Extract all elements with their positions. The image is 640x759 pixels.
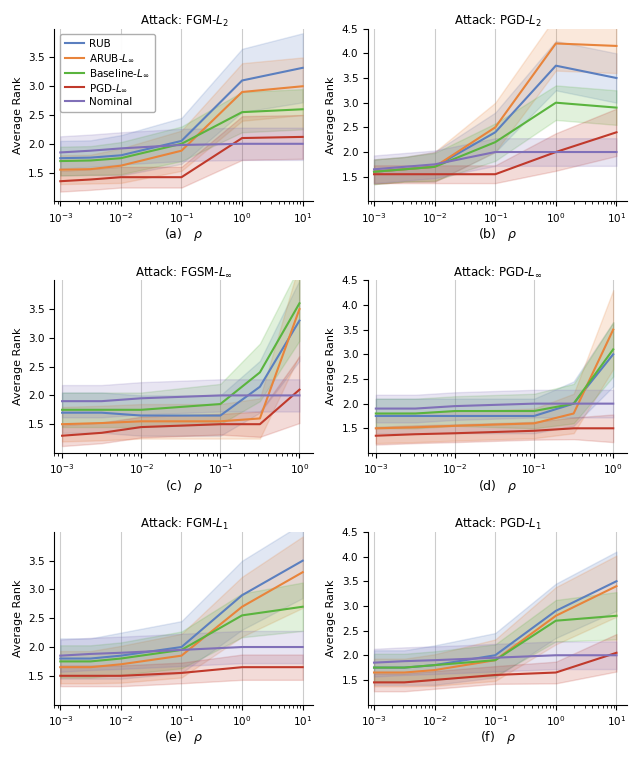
Nominal — [87, 146, 95, 156]
ARUB-$L_\infty$ — [299, 82, 307, 91]
Title: Attack: PGD-$L_\infty$: Attack: PGD-$L_\infty$ — [453, 265, 542, 279]
PGD-$L_\infty$ — [299, 132, 307, 141]
Legend: RUB, ARUB-$L_\infty$, Baseline-$L_\infty$, PGD-$L_\infty$, Nominal: RUB, ARUB-$L_\infty$, Baseline-$L_\infty… — [60, 34, 155, 112]
X-axis label: (d)   $\rho$: (d) $\rho$ — [478, 478, 517, 495]
PGD-$L_\infty$ — [238, 134, 246, 143]
ARUB-$L_\infty$ — [178, 146, 186, 156]
Baseline-$L_\infty$ — [299, 105, 307, 114]
Y-axis label: Average Rank: Average Rank — [326, 328, 336, 405]
Line: Baseline-$L_\infty$: Baseline-$L_\infty$ — [60, 109, 303, 161]
ARUB-$L_\infty$ — [238, 87, 246, 96]
PGD-$L_\infty$ — [56, 177, 64, 186]
ARUB-$L_\infty$ — [56, 165, 64, 175]
X-axis label: (b)   $\rho$: (b) $\rho$ — [478, 226, 517, 244]
PGD-$L_\infty$ — [87, 175, 95, 184]
Baseline-$L_\infty$ — [117, 153, 125, 162]
Baseline-$L_\infty$ — [178, 139, 186, 148]
RUB — [178, 137, 186, 146]
Line: PGD-$L_\infty$: PGD-$L_\infty$ — [60, 137, 303, 181]
Nominal — [117, 144, 125, 153]
Title: Attack: PGD-$L_1$: Attack: PGD-$L_1$ — [454, 515, 541, 532]
Baseline-$L_\infty$ — [87, 156, 95, 165]
Y-axis label: Average Rank: Average Rank — [13, 76, 22, 154]
RUB — [56, 153, 64, 162]
X-axis label: (e)   $\rho$: (e) $\rho$ — [164, 729, 204, 747]
Nominal — [238, 139, 246, 148]
Y-axis label: Average Rank: Average Rank — [13, 579, 22, 657]
Nominal — [178, 140, 186, 150]
ARUB-$L_\infty$ — [87, 165, 95, 174]
PGD-$L_\infty$ — [178, 172, 186, 181]
Title: Attack: FGSM-$L_\infty$: Attack: FGSM-$L_\infty$ — [135, 265, 233, 279]
Nominal — [299, 139, 307, 148]
RUB — [238, 76, 246, 85]
X-axis label: (a)   $\rho$: (a) $\rho$ — [164, 226, 204, 244]
PGD-$L_\infty$ — [117, 172, 125, 181]
ARUB-$L_\infty$ — [117, 161, 125, 170]
RUB — [87, 153, 95, 162]
X-axis label: (c)   $\rho$: (c) $\rho$ — [164, 478, 203, 495]
Y-axis label: Average Rank: Average Rank — [326, 579, 336, 657]
Y-axis label: Average Rank: Average Rank — [13, 328, 22, 405]
Nominal — [56, 148, 64, 157]
RUB — [299, 63, 307, 72]
Title: Attack: PGD-$L_2$: Attack: PGD-$L_2$ — [454, 12, 541, 29]
Baseline-$L_\infty$ — [56, 156, 64, 165]
Line: ARUB-$L_\infty$: ARUB-$L_\infty$ — [60, 87, 303, 170]
RUB — [117, 151, 125, 160]
Baseline-$L_\infty$ — [238, 108, 246, 117]
Line: Nominal: Nominal — [60, 143, 303, 153]
Title: Attack: FGM-$L_1$: Attack: FGM-$L_1$ — [140, 515, 228, 532]
Line: RUB: RUB — [60, 68, 303, 158]
Title: Attack: FGM-$L_2$: Attack: FGM-$L_2$ — [140, 12, 228, 29]
X-axis label: (f)   $\rho$: (f) $\rho$ — [480, 729, 516, 747]
Y-axis label: Average Rank: Average Rank — [326, 76, 336, 154]
